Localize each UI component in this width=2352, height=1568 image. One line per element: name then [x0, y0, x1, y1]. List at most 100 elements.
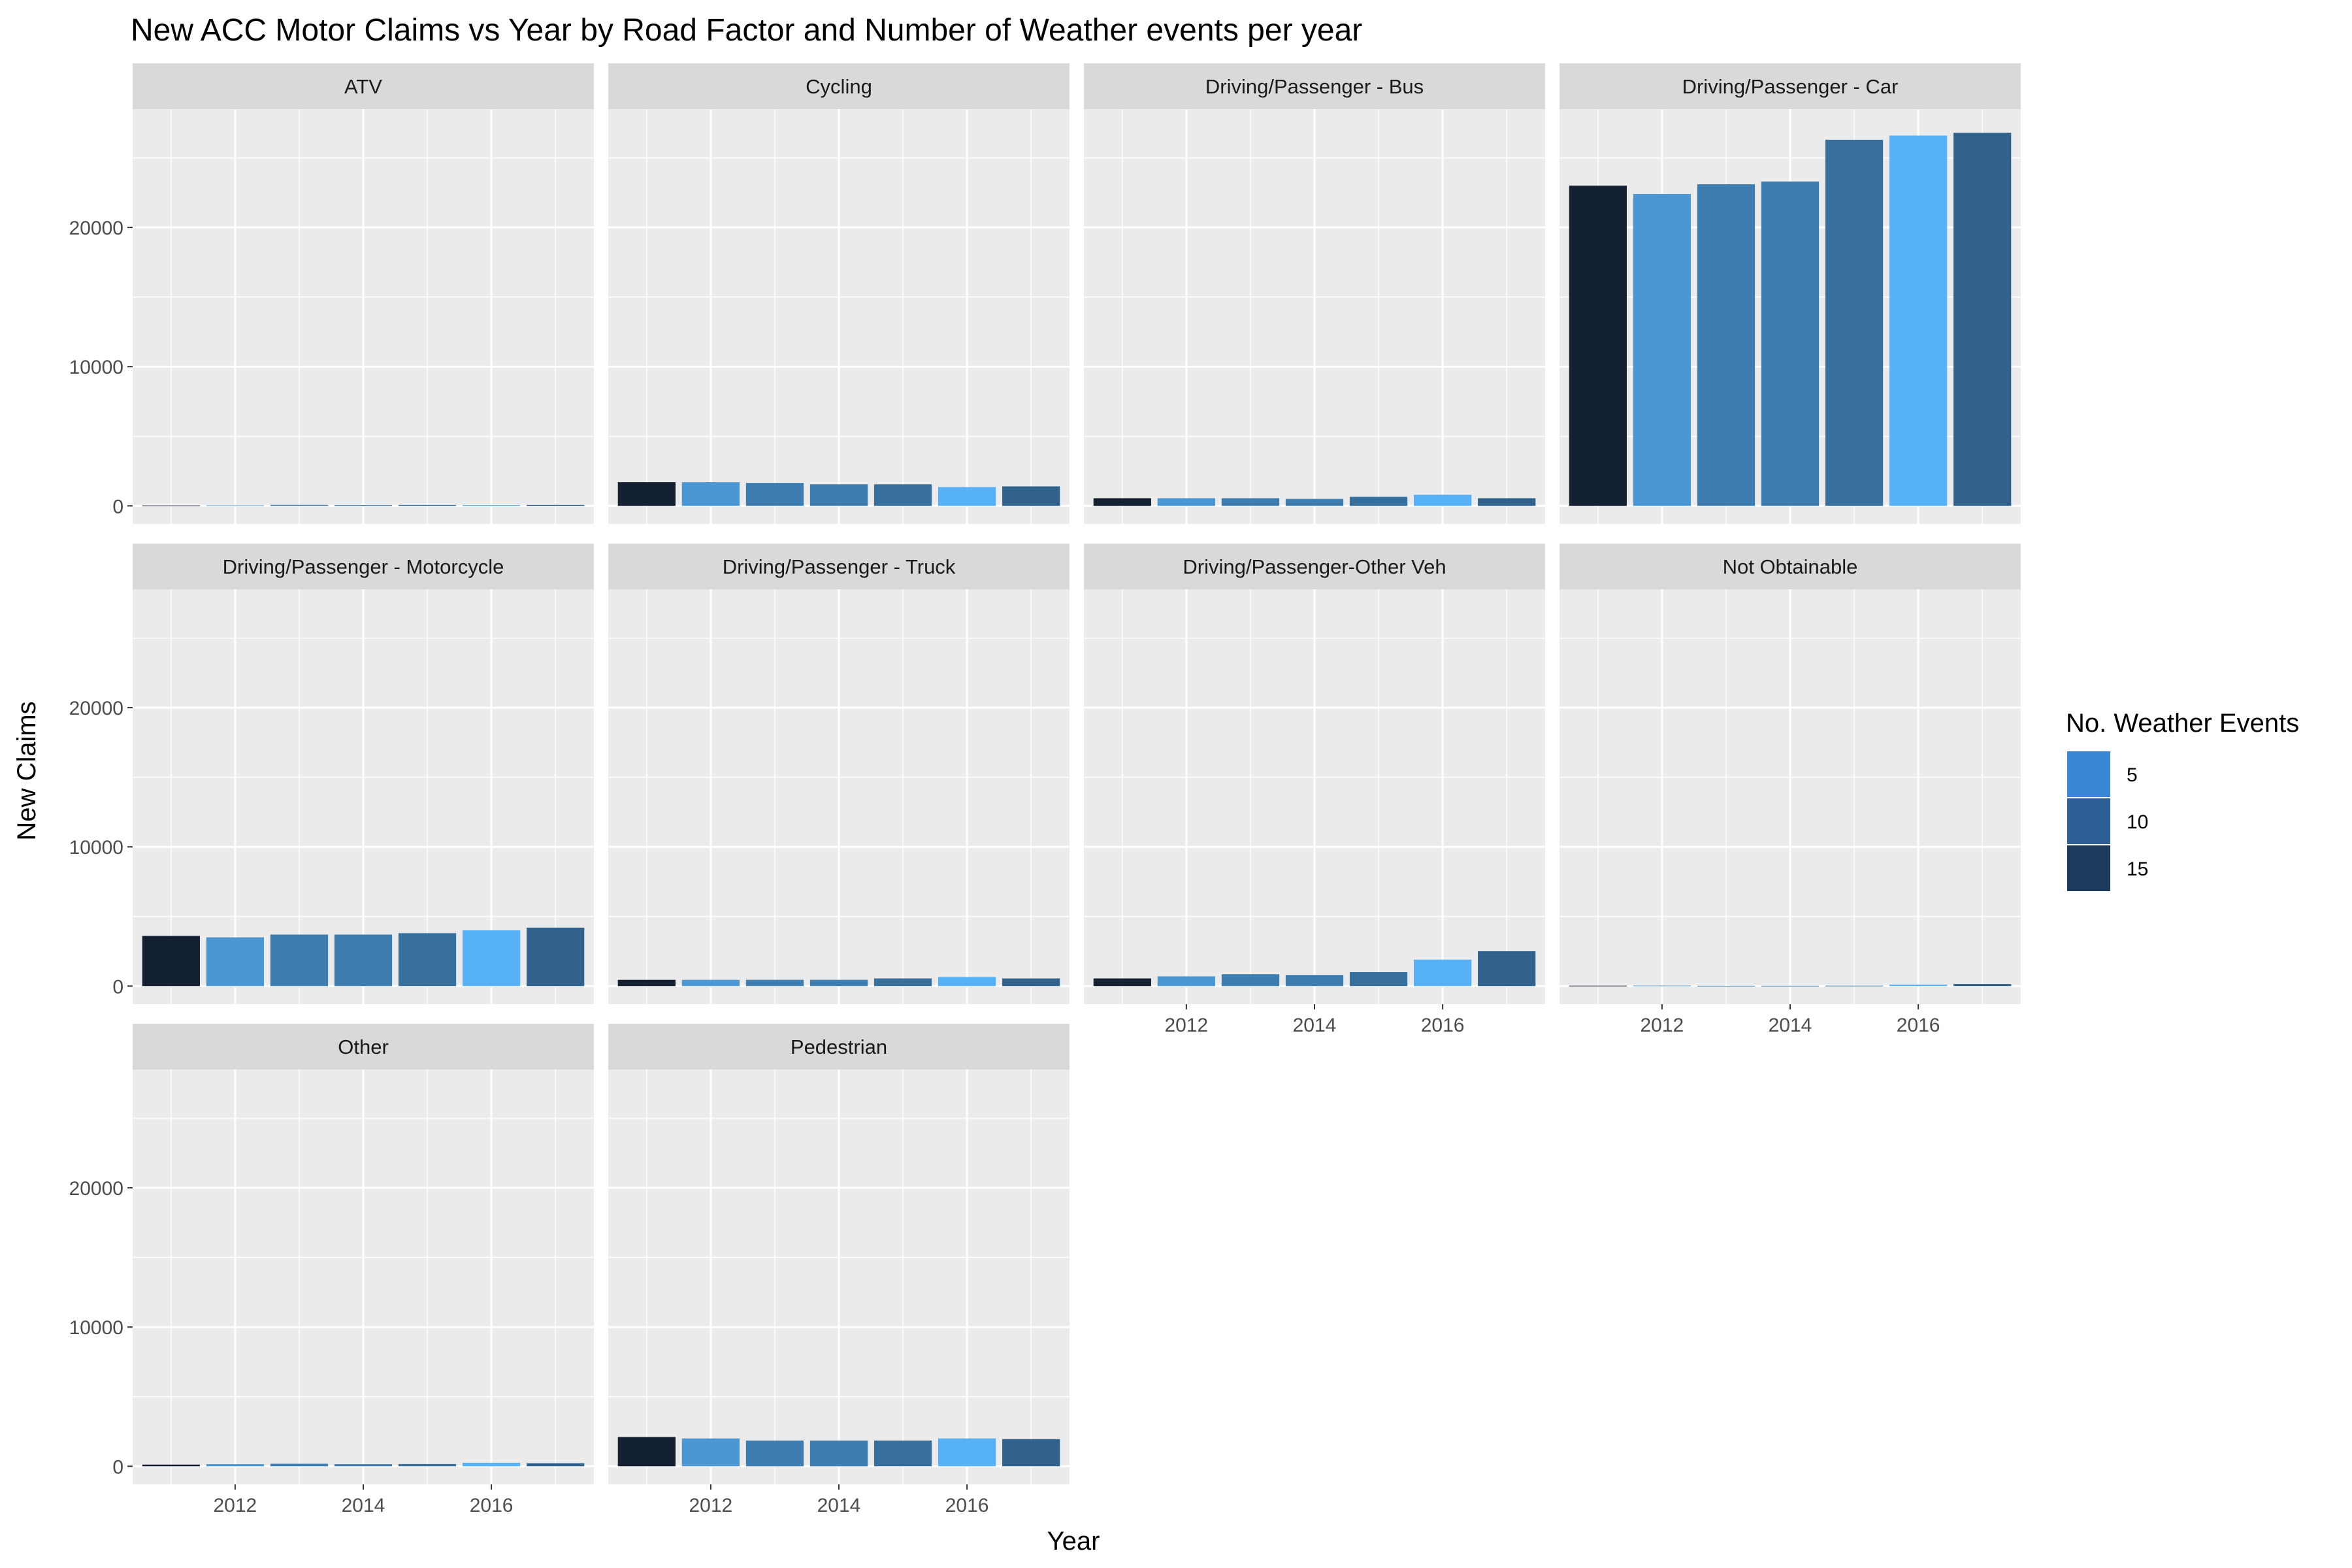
bar [1349, 497, 1408, 506]
bar [527, 504, 585, 506]
facet-panel: Cycling [608, 63, 1070, 524]
facet-strip [608, 1024, 1070, 1070]
bar [206, 1464, 265, 1467]
bar [527, 1463, 585, 1467]
bar [334, 1464, 393, 1467]
x-tick-label: 2014 [817, 1495, 861, 1516]
legend: No. Weather Events 5 10 15 [2066, 709, 2299, 891]
bar [1157, 976, 1216, 987]
facet-strip [1084, 63, 1545, 109]
bar [1761, 985, 1820, 987]
legend-swatch [2067, 845, 2110, 891]
x-tick-label: 2014 [342, 1495, 385, 1516]
bar [398, 933, 457, 987]
x-tick-label: 2012 [689, 1495, 733, 1516]
x-tick-label: 2012 [1165, 1015, 1209, 1036]
bar [1285, 975, 1344, 987]
facet-label: Driving/Passenger-Other Veh [1183, 555, 1446, 578]
x-tick-label: 2016 [470, 1495, 514, 1516]
x-tick-label: 2014 [1293, 1015, 1337, 1036]
bar [1761, 181, 1820, 506]
facet-label: Driving/Passenger - Truck [723, 555, 956, 578]
bar [1889, 135, 1948, 506]
facet-strip [608, 544, 1070, 589]
facet-panel: Driving/Passenger - Motorcycle 0 10000 2000… [69, 544, 594, 1004]
facet-strip [1560, 544, 2021, 589]
facet-strip [608, 63, 1070, 109]
bar [1221, 974, 1280, 987]
facet-strip [133, 544, 594, 589]
facet-panel: Pedestrian 2012 2014 2016 [608, 1024, 1070, 1516]
bar [206, 937, 265, 987]
bar [1002, 978, 1060, 987]
y-tick-label: 10000 [69, 1317, 123, 1339]
facet-panel: Driving/Passenger - Truck [608, 544, 1070, 1004]
bar [1478, 498, 1536, 506]
bar [681, 979, 740, 987]
legend-label: 15 [2127, 858, 2148, 880]
bar [745, 979, 804, 987]
facet-panel: Not Obtainable 2012 2014 2016 [1560, 544, 2021, 1036]
chart-title: New ACC Motor Claims vs Year by Road Fac… [131, 13, 1362, 48]
bar [398, 1463, 457, 1467]
bar [1569, 985, 1627, 987]
facet-label: ATV [344, 75, 382, 98]
bar [809, 979, 868, 987]
bar [1157, 498, 1216, 506]
bar [1953, 984, 2012, 987]
x-tick-label: 2016 [945, 1495, 989, 1516]
bar [1413, 959, 1472, 987]
legend-swatch [2067, 798, 2110, 844]
bar [874, 978, 932, 987]
bar [334, 934, 393, 987]
bar [270, 934, 329, 987]
bar [1285, 498, 1344, 506]
y-tick-label: 10000 [69, 357, 123, 378]
bar [527, 927, 585, 987]
facet-label: Not Obtainable [1723, 555, 1858, 578]
facet-panel: Other 0 10000 20000 2012 2014 2016 [69, 1024, 594, 1516]
facet-label: Driving/Passenger - Motorcycle [223, 555, 504, 578]
facet-label: Driving/Passenger - Car [1682, 75, 1899, 98]
bar [681, 1438, 740, 1467]
bar [617, 482, 676, 506]
x-tick-label: 2012 [1641, 1015, 1684, 1036]
facet-panel: Driving/Passenger - Car [1560, 63, 2021, 524]
facet-label: Pedestrian [791, 1036, 887, 1058]
bar [1093, 498, 1151, 506]
legend-label: 10 [2127, 811, 2148, 833]
bar [270, 1463, 329, 1467]
y-tick-label: 0 [112, 976, 123, 998]
facet-strip [133, 63, 594, 109]
bar [1825, 139, 1884, 506]
x-tick-label: 2012 [214, 1495, 257, 1516]
y-tick-label: 20000 [69, 218, 123, 239]
facet-strip [1084, 544, 1545, 589]
bar [745, 483, 804, 506]
facet-strip [133, 1024, 594, 1070]
bar [1413, 495, 1472, 506]
legend-title: No. Weather Events [2066, 709, 2299, 738]
bar [809, 484, 868, 506]
bar [745, 1440, 804, 1467]
bar [398, 504, 457, 506]
bar [1633, 193, 1691, 506]
legend-swatch [2067, 751, 2110, 797]
facet-label: Cycling [806, 75, 872, 98]
bar [938, 977, 996, 987]
bar [617, 979, 676, 987]
bar [1633, 985, 1691, 987]
bar [1478, 951, 1536, 987]
bar [1953, 133, 2012, 506]
facet-panel: Driving/Passenger - Bus [1084, 63, 1545, 524]
bar [874, 1440, 932, 1467]
facet-label: Driving/Passenger - Bus [1205, 75, 1424, 98]
bar [1002, 1439, 1060, 1467]
x-tick-label: 2016 [1897, 1015, 1940, 1036]
bar [142, 1464, 200, 1467]
bar [270, 504, 329, 506]
facet-panels: ATV 0 10000 20000 Cycling Driving/Passenger -… [69, 63, 2021, 1516]
bar [617, 1437, 676, 1467]
bar [462, 930, 521, 987]
